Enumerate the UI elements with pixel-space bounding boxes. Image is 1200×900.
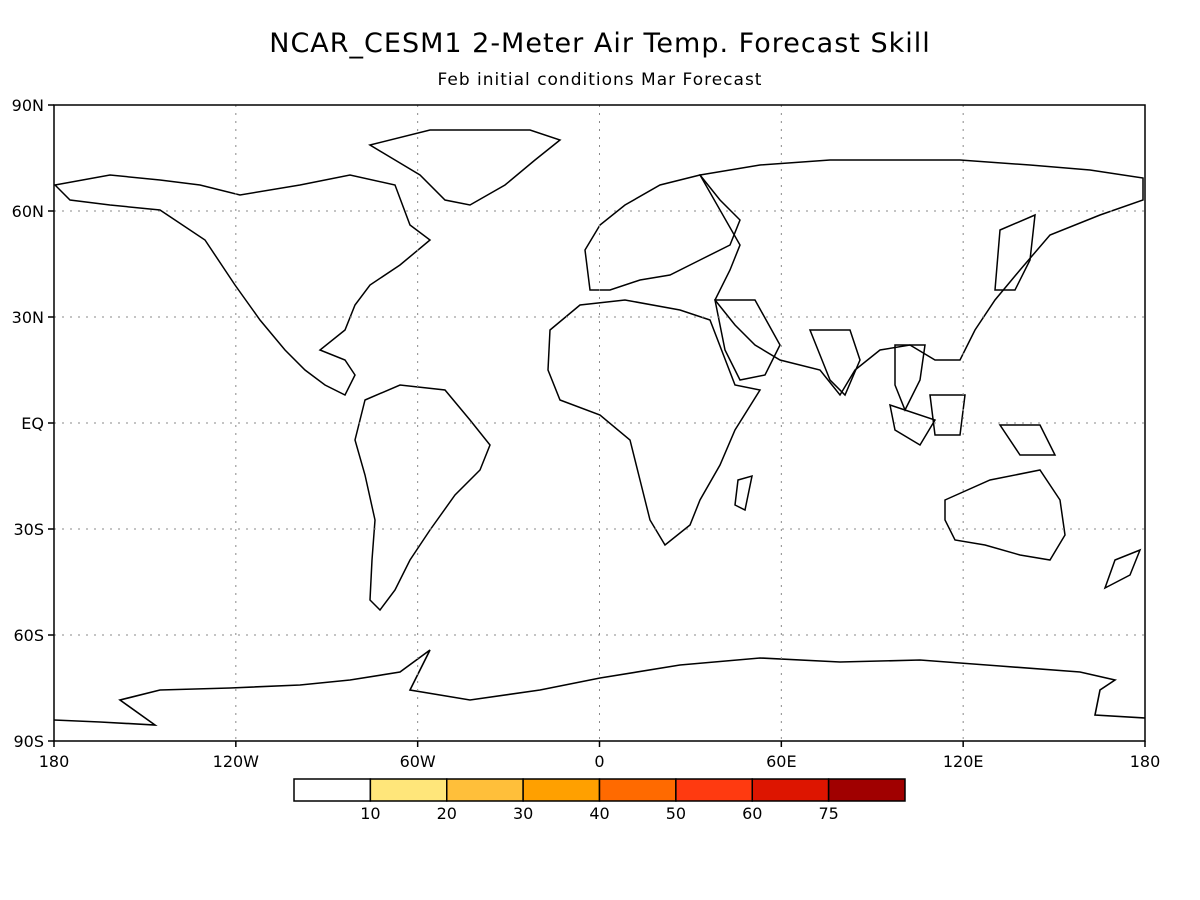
map-subtitle: Feb initial conditions Mar Forecast <box>437 70 763 90</box>
lon-tick-label: 180 <box>39 752 70 771</box>
colorbar-label: 20 <box>437 804 457 823</box>
skill-region-7 <box>381 412 454 469</box>
colorbar-label: 75 <box>818 804 838 823</box>
colorbar-label: 10 <box>360 804 380 823</box>
skill-region-9 <box>402 478 481 523</box>
skill-region-6 <box>357 224 448 269</box>
skill-region-3 <box>260 314 333 377</box>
map-gridlines <box>54 105 1145 741</box>
lat-tick-label: 30S <box>13 520 44 539</box>
lat-ticks: 90N 60N 30N EQ 30S 60S 90S <box>12 96 54 751</box>
colorbar-swatch <box>598 778 677 802</box>
lat-tick-label: 90S <box>13 732 44 751</box>
skill-region-0 <box>96 181 193 226</box>
skill-heat-layer <box>55 130 1143 610</box>
skill-region-13 <box>645 471 736 516</box>
colorbar-swatch <box>827 778 906 802</box>
skill-region-20 <box>975 412 1072 469</box>
skill-region-1 <box>205 215 278 278</box>
lat-tick-label: 60S <box>13 626 44 645</box>
colorbar-swatch <box>446 778 524 802</box>
skill-region-17 <box>848 243 927 306</box>
colorbar: 10 20 30 40 50 60 75 <box>293 778 906 823</box>
antarctica-coastline <box>54 649 1145 726</box>
skill-region-8 <box>430 420 497 483</box>
lat-tick-label: EQ <box>21 414 44 433</box>
colorbar-swatch <box>522 778 601 802</box>
lat-tick-label: 90N <box>12 96 44 115</box>
skill-region-23 <box>1072 549 1143 594</box>
lon-tick-label: 120E <box>943 752 984 771</box>
skill-region-21 <box>960 489 1057 534</box>
skill-region-22 <box>948 171 1039 216</box>
lon-tick-label: 60E <box>766 752 796 771</box>
lon-tick-label: 60W <box>400 752 436 771</box>
lon-tick-label: 0 <box>594 752 604 771</box>
skill-region-5 <box>327 203 388 248</box>
skill-region-2 <box>257 253 336 310</box>
lon-tick-label: 120W <box>213 752 260 771</box>
colorbar-swatch <box>369 778 448 802</box>
skill-region-19 <box>912 401 985 445</box>
lat-tick-label: 60N <box>12 202 44 221</box>
lon-tick-label: 180 <box>1130 752 1161 771</box>
colorbar-label: 40 <box>589 804 609 823</box>
colorbar-swatch <box>293 778 372 802</box>
colorbar-label: 30 <box>513 804 533 823</box>
skill-region-10 <box>339 584 436 610</box>
skill-region-18 <box>866 348 951 392</box>
colorbar-label: 50 <box>666 804 686 823</box>
colorbar-swatch <box>675 778 753 802</box>
lon-ticks: 180 120W 60W 0 60E 120E 180 <box>39 741 1161 771</box>
map-title: NCAR_CESM1 2-Meter Air Temp. Forecast Sk… <box>269 28 931 59</box>
colorbar-swatch <box>751 778 830 802</box>
lat-tick-label: 30N <box>12 308 44 327</box>
colorbar-label: 60 <box>742 804 762 823</box>
map-plot-area <box>54 105 1145 741</box>
